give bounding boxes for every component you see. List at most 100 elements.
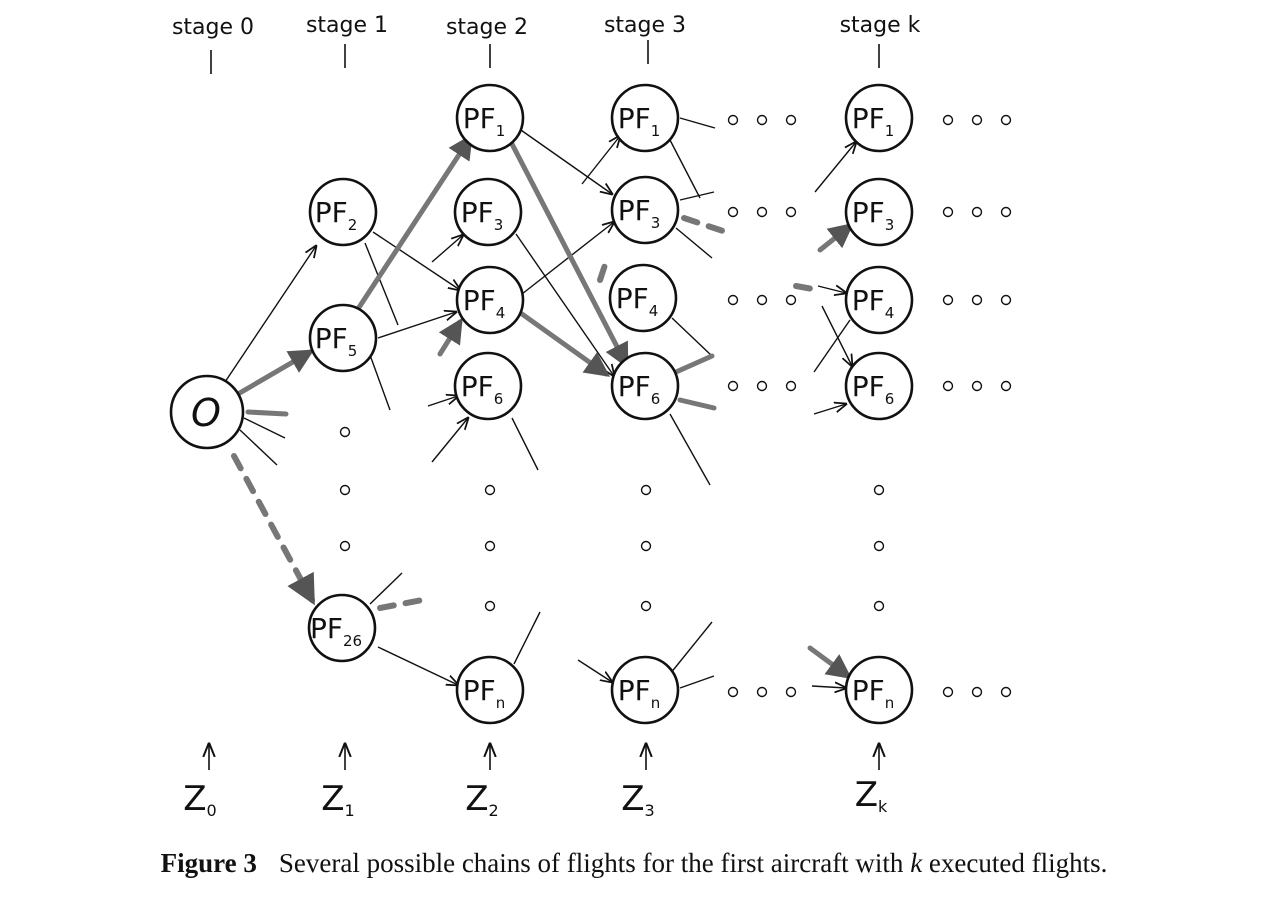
- vdot-s2-b: [484, 540, 496, 552]
- vdot-s3-a: [640, 484, 652, 496]
- node-sk-pf4-prefix: PF: [852, 284, 885, 317]
- edge-o-pf2: [224, 246, 316, 383]
- node-pf2-label: PF2: [315, 196, 358, 234]
- node-s2-pf4-circle: [455, 265, 525, 335]
- edge-pf1b-out: [679, 117, 716, 129]
- vdot-s1-c: [339, 540, 351, 552]
- node-s2-pf6-circle: [453, 351, 523, 421]
- node-s2-pf3-label: PF3: [461, 196, 504, 234]
- node-s2-pf4-label: PF4: [463, 284, 506, 322]
- node-sk-pfn: PFn: [844, 655, 914, 725]
- bold-o-right: [245, 409, 289, 417]
- edge-in2-pf6: [427, 396, 458, 407]
- node-s3-pf3-prefix: PF: [618, 194, 651, 227]
- node-s2-pf3: PF3: [453, 177, 523, 247]
- bold-pf6b-out2: [677, 397, 717, 411]
- node-s2-pf4: PF4: [455, 265, 525, 335]
- node-s2-pf3-prefix: PF: [461, 196, 494, 229]
- origin-node: O: [169, 374, 245, 450]
- state-markers: Z0 Z1 Z2 Z3 Zk: [183, 744, 888, 820]
- edge-pf6-out: [511, 417, 539, 471]
- node-s2-pf1-circle: [455, 83, 525, 153]
- vdot-sk-a: [873, 484, 885, 496]
- figure-caption-text-after: executed flights.: [922, 848, 1108, 878]
- bold-dash-pf4b-in: [597, 259, 609, 283]
- z3-label: Z3: [621, 779, 654, 820]
- node-sk-pf1: PF1: [844, 83, 914, 153]
- node-s3-pf6-label: PF6: [618, 370, 661, 408]
- figure-caption: Figure 3 Several possible chains of fligh…: [0, 848, 1268, 879]
- edge-pf4-pf3b: [521, 222, 614, 295]
- node-s3-pf6-circle: [610, 351, 680, 421]
- bold-in-pf3k: [817, 222, 854, 253]
- stage-label-k: stage k: [840, 13, 921, 38]
- node-s3-pf3: PF3: [610, 175, 680, 245]
- node-s3-pfn: PFn: [610, 655, 680, 725]
- vdot-s2-a: [484, 484, 496, 496]
- node-sk-pf6-sub: 6: [885, 390, 895, 408]
- node-s2-pf6-label: PF6: [461, 370, 504, 408]
- node-pf2-sub: 2: [348, 216, 358, 234]
- node-sk-pfn-circle: [844, 655, 914, 725]
- figure-caption-var: k: [910, 848, 923, 878]
- node-s2-pfn-circle: [455, 655, 525, 725]
- z2-sub: 2: [489, 801, 499, 820]
- stage-label-2: stage 2: [446, 15, 528, 40]
- origin-node-circle: [169, 374, 245, 450]
- edge-pf6b-out: [669, 413, 711, 486]
- bold-pf6b-out: [673, 353, 715, 375]
- ellipsis-row-3: [727, 206, 1012, 218]
- node-sk-pfn-label: PFn: [852, 674, 895, 712]
- node-pf26-prefix: PF: [310, 612, 343, 645]
- ellipsis-row-n: [727, 686, 1012, 698]
- vertical-ellipses: [339, 426, 885, 612]
- node-s3-pf3-sub: 3: [651, 214, 661, 232]
- z2-label: Z2: [465, 779, 498, 820]
- bold-dash-pf26-out: [377, 597, 425, 611]
- node-s2-pfn-sub: n: [496, 694, 506, 712]
- vdot-s1-a: [339, 426, 351, 438]
- z3-letter: Z: [621, 779, 644, 819]
- node-pf26-circle: [307, 593, 377, 663]
- node-s3-pf4-circle: [608, 263, 678, 333]
- node-s3-pf4-sub: 4: [649, 302, 659, 320]
- edge-in-pf3: [431, 235, 463, 263]
- node-s2-pf6-sub: 6: [494, 390, 504, 408]
- z0-sub: 0: [207, 801, 217, 820]
- node-sk-pf6-circle: [844, 351, 914, 421]
- node-s3-pf1-circle: [610, 83, 680, 153]
- node-s3-pf1-label: PF1: [618, 102, 661, 140]
- node-s3-pf1: PF1: [610, 83, 680, 153]
- node-pf26: PF26: [307, 593, 377, 663]
- node-pf5: PF5: [308, 303, 378, 373]
- stage-labels: stage 0 stage 1 stage 2 stage 3 stage k: [172, 13, 921, 74]
- edge-o-out2: [243, 417, 286, 439]
- edge-pf3-pf6b: [515, 233, 614, 376]
- flight-chain-diagram: stage 0 stage 1 stage 2 stage 3 stage k: [169, 13, 1012, 820]
- node-s2-pfn: PFn: [455, 655, 525, 725]
- node-sk-pf4-sub: 4: [885, 304, 895, 322]
- node-sk-pf1-prefix: PF: [852, 102, 885, 135]
- bold-in-pfnk: [807, 645, 853, 679]
- edge-pf4b-out: [671, 317, 713, 357]
- node-s2-pf4-prefix: PF: [463, 284, 496, 317]
- node-pf5-prefix: PF: [315, 322, 348, 355]
- bold-dash-pf4k-in: [793, 283, 821, 293]
- node-pf2: PF2: [308, 177, 378, 247]
- edge-in-pf6k: [813, 404, 846, 415]
- z1-sub: 1: [345, 801, 355, 820]
- node-sk-pf1-label: PF1: [852, 102, 895, 140]
- edge-pf26-out: [369, 572, 403, 605]
- edge-pf3b-out2: [675, 227, 713, 259]
- node-sk-pf3: PF3: [844, 177, 914, 247]
- edge-pf1b-out2: [669, 139, 701, 199]
- edge-o-out1: [239, 429, 278, 466]
- ellipsis-row-6: [727, 380, 1012, 392]
- node-s3-pf4-label: PF4: [616, 282, 659, 320]
- node-s2-pf1-label: PF1: [463, 102, 506, 140]
- bold-pf4-pf6b: [519, 311, 611, 377]
- node-s3-pf3-label: PF3: [618, 194, 661, 232]
- edge-pfnb-out2: [679, 675, 715, 689]
- origin-node-label: O: [191, 391, 221, 435]
- edge-pf5-pf4: [377, 312, 456, 339]
